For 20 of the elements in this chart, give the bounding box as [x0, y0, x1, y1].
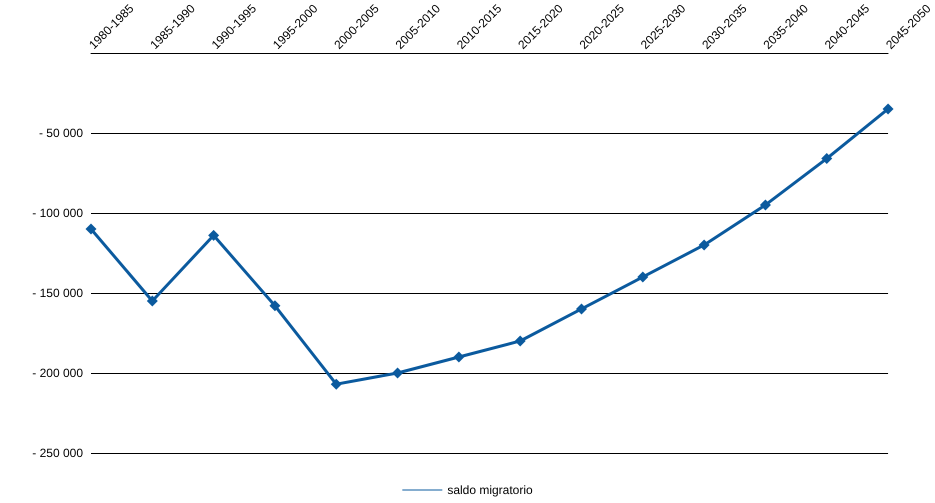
y-tick-label: - 250 000 — [32, 446, 84, 460]
point — [821, 153, 832, 164]
y-tick-label: - 200 000 — [32, 366, 84, 380]
y-tick-label: - 150 000 — [32, 286, 84, 300]
point — [637, 271, 648, 282]
point — [698, 239, 710, 250]
point — [882, 103, 894, 114]
y-tick-label: - 50 000 — [38, 126, 84, 140]
point — [330, 378, 342, 390]
y-tick-label: - 100 000 — [32, 206, 84, 220]
point — [146, 295, 158, 306]
point — [86, 223, 96, 234]
point — [514, 335, 526, 346]
point — [453, 351, 464, 362]
point — [392, 367, 404, 378]
legend-label: saldo migratorio — [447, 483, 534, 497]
point — [269, 300, 280, 312]
point — [576, 303, 587, 314]
point — [760, 199, 771, 210]
point — [208, 230, 220, 241]
